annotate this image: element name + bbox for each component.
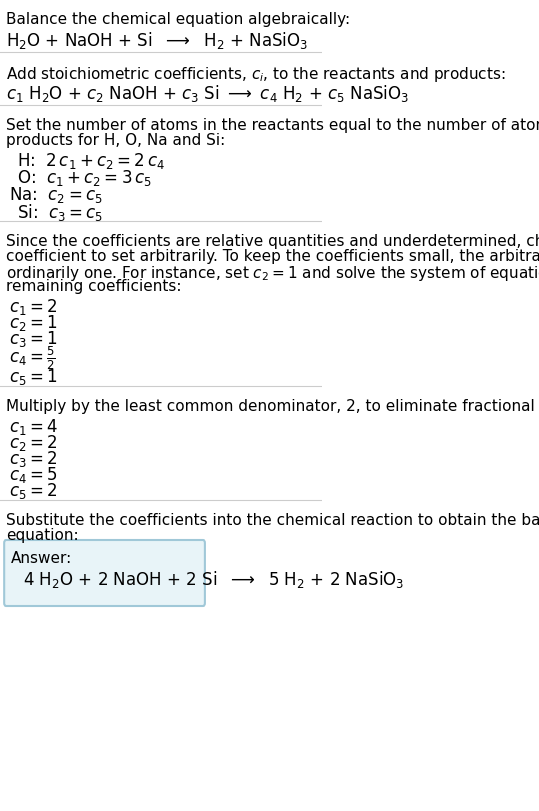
FancyBboxPatch shape (4, 540, 205, 607)
Text: Multiply by the least common denominator, 2, to eliminate fractional coefficient: Multiply by the least common denominator… (6, 398, 539, 414)
Text: $c_4 = \frac{5}{2}$: $c_4 = \frac{5}{2}$ (9, 345, 56, 372)
Text: Add stoichiometric coefficients, $c_i$, to the reactants and products:: Add stoichiometric coefficients, $c_i$, … (6, 65, 506, 84)
Text: Si:  $c_3 = c_5$: Si: $c_3 = c_5$ (17, 202, 103, 223)
Text: Since the coefficients are relative quantities and underdetermined, choose a: Since the coefficients are relative quan… (6, 234, 539, 249)
Text: Na:  $c_2 = c_5$: Na: $c_2 = c_5$ (9, 185, 103, 204)
Text: $c_3 = 2$: $c_3 = 2$ (9, 448, 58, 469)
Text: H$_2$O + NaOH + Si  $\longrightarrow$  H$_2$ + NaSiO$_3$: H$_2$O + NaOH + Si $\longrightarrow$ H$_… (6, 30, 308, 51)
Text: $c_5 = 1$: $c_5 = 1$ (9, 367, 58, 387)
Text: coefficient to set arbitrarily. To keep the coefficients small, the arbitrary va: coefficient to set arbitrarily. To keep … (6, 249, 539, 264)
Text: Set the number of atoms in the reactants equal to the number of atoms in the: Set the number of atoms in the reactants… (6, 118, 539, 133)
Text: $c_4 = 5$: $c_4 = 5$ (9, 465, 58, 484)
Text: O:  $c_1 + c_2 = 3\,c_5$: O: $c_1 + c_2 = 3\,c_5$ (17, 168, 151, 188)
Text: Substitute the coefficients into the chemical reaction to obtain the balanced: Substitute the coefficients into the che… (6, 513, 539, 527)
Text: H:  $2\,c_1 + c_2 = 2\,c_4$: H: $2\,c_1 + c_2 = 2\,c_4$ (17, 151, 165, 171)
Text: ordinarily one. For instance, set $c_2 = 1$ and solve the system of equations fo: ordinarily one. For instance, set $c_2 =… (6, 264, 539, 283)
Text: Answer:: Answer: (11, 551, 72, 565)
Text: Balance the chemical equation algebraically:: Balance the chemical equation algebraica… (6, 12, 350, 27)
Text: $c_1 = 2$: $c_1 = 2$ (9, 297, 58, 316)
Text: $c_1$ H$_2$O + $c_2$ NaOH + $c_3$ Si $\longrightarrow$ $c_4$ H$_2$ + $c_5$ NaSiO: $c_1$ H$_2$O + $c_2$ NaOH + $c_3$ Si $\l… (6, 83, 409, 104)
Text: 4 H$_2$O + 2 NaOH + 2 Si  $\longrightarrow$  5 H$_2$ + 2 NaSiO$_3$: 4 H$_2$O + 2 NaOH + 2 Si $\longrightarro… (23, 569, 404, 590)
Text: equation:: equation: (6, 527, 79, 543)
Text: $c_5 = 2$: $c_5 = 2$ (9, 480, 58, 500)
Text: $c_2 = 1$: $c_2 = 1$ (9, 312, 58, 333)
Text: products for H, O, Na and Si:: products for H, O, Na and Si: (6, 133, 225, 148)
Text: $c_2 = 2$: $c_2 = 2$ (9, 432, 58, 453)
Text: remaining coefficients:: remaining coefficients: (6, 279, 182, 294)
Text: $c_3 = 1$: $c_3 = 1$ (9, 328, 58, 349)
Text: $c_1 = 4$: $c_1 = 4$ (9, 417, 58, 436)
